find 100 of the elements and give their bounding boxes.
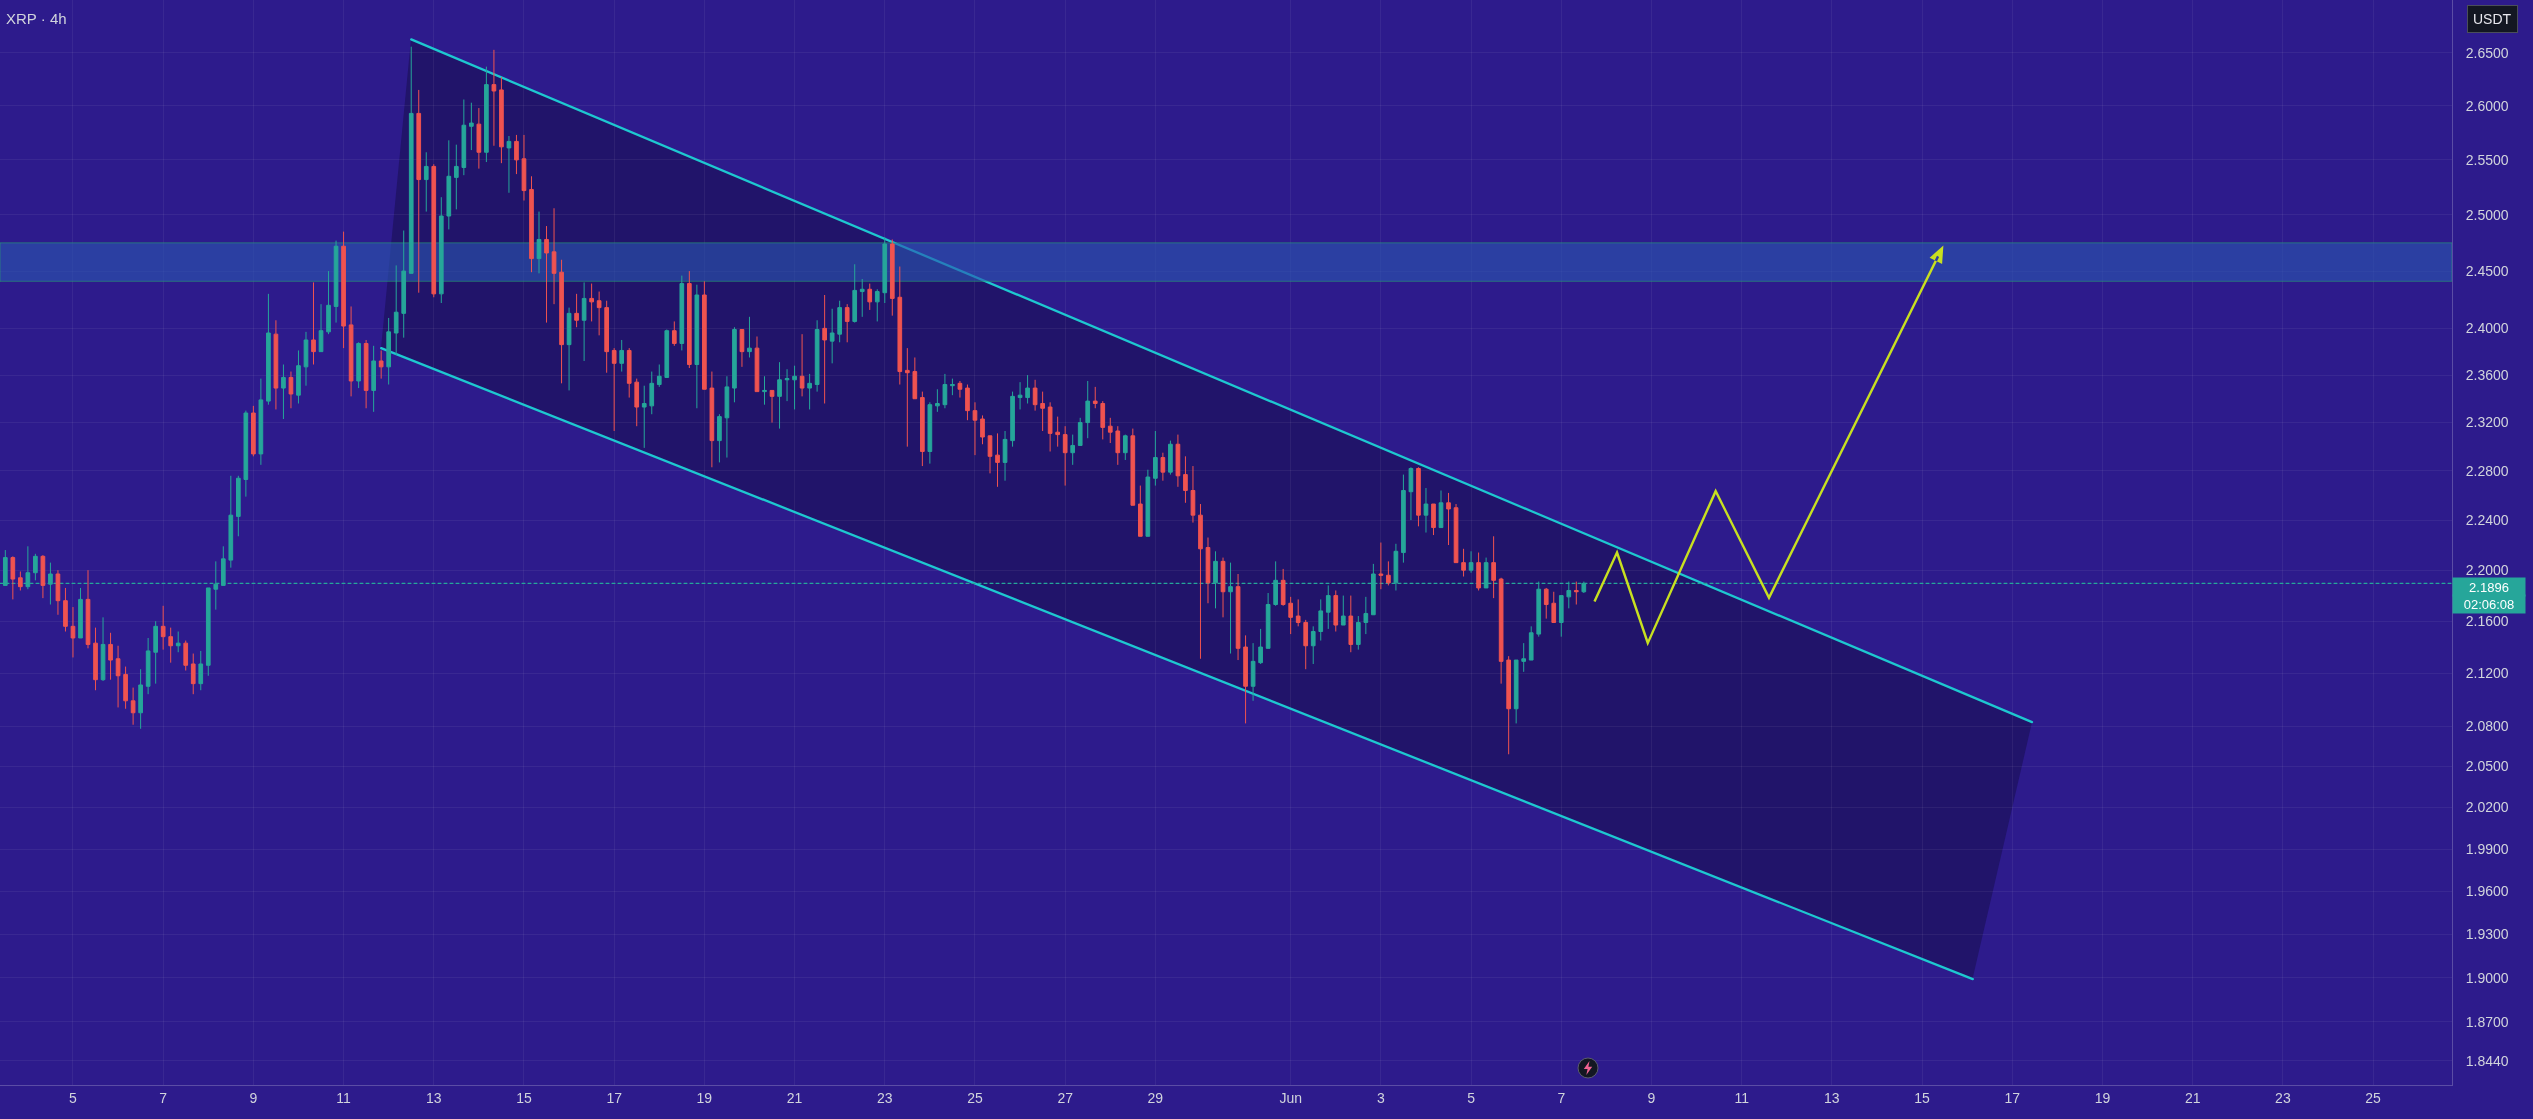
y-tick-label: 2.6000: [2465, 97, 2509, 114]
candlestick: [882, 236, 888, 304]
y-tick-label: 2.2800: [2465, 462, 2509, 479]
candlestick: [18, 570, 23, 591]
text: 02:06:08: [2463, 596, 2515, 612]
candlestick: [145, 637, 151, 695]
candlestick: [995, 432, 1000, 488]
candlestick: [844, 303, 850, 343]
candlestick: [912, 356, 918, 400]
candlestick: [694, 284, 700, 409]
y-tick-label: 2.0200: [2465, 799, 2509, 816]
candlestick: [1431, 503, 1436, 536]
candlestick: [1348, 595, 1354, 653]
candlestick: [1551, 591, 1557, 623]
candlestick: [619, 339, 625, 373]
candlestick: [243, 410, 249, 498]
candlestick: [341, 231, 346, 349]
candlestick: [296, 349, 301, 404]
candlestick: [1145, 469, 1151, 537]
candlestick: [867, 283, 873, 311]
candlestick: [1002, 430, 1008, 482]
candlestick: [777, 361, 782, 430]
candlestick: [634, 378, 640, 427]
candlestick: [529, 175, 534, 273]
candlestick: [416, 89, 422, 294]
candlestick: [228, 475, 234, 569]
candlestick: [63, 587, 68, 632]
candlestick: [70, 606, 76, 658]
x-tick-label: 17: [2004, 1089, 2021, 1106]
candlestick: [1491, 535, 1496, 599]
candlestick: [762, 375, 767, 406]
candlestick: [799, 333, 805, 397]
candlestick: [927, 401, 933, 465]
y-tick-label: 2.2000: [2465, 562, 2509, 579]
candlestick: [168, 627, 174, 664]
y-tick-label: 2.5000: [2465, 206, 2509, 223]
candlestick: [1243, 634, 1248, 724]
candlestick: [1168, 440, 1173, 476]
candlestick: [115, 645, 121, 708]
candlestick: [1258, 628, 1263, 665]
candlestick: [739, 329, 745, 368]
candlestick: [461, 99, 467, 176]
x-tick-label: 21: [786, 1089, 803, 1106]
candlestick: [1032, 379, 1038, 412]
candlestick: [85, 569, 91, 649]
candlestick: [326, 270, 331, 335]
candlestick: [904, 347, 910, 448]
x-tick-label: 7: [1557, 1089, 1566, 1106]
candlestick: [889, 238, 895, 317]
candlestick: [1047, 401, 1053, 452]
candlestick: [747, 316, 752, 358]
candlestick: [303, 331, 309, 387]
candlestick: [1438, 490, 1444, 529]
candlestick: [266, 293, 271, 406]
candlestick: [160, 605, 166, 651]
candlestick: [1446, 492, 1451, 546]
candlestick: [807, 373, 812, 410]
y-tick-label: 2.4500: [2465, 262, 2509, 279]
candlestick: [356, 341, 361, 389]
y-tick-label: 1.9900: [2465, 840, 2509, 857]
candlestick: [108, 632, 113, 681]
candlestick: [1461, 548, 1466, 578]
candlestick: [784, 368, 790, 402]
candlestick: [123, 666, 128, 710]
candlestick: [822, 294, 827, 404]
candlestick: [1543, 587, 1549, 620]
candlestick: [1107, 417, 1113, 444]
candlestick: [1378, 542, 1384, 590]
candlestick: [78, 587, 83, 639]
candlestick: [198, 650, 204, 691]
x-tick-label: 13: [1824, 1089, 1840, 1106]
candlestick: [581, 281, 587, 362]
x-tick-label: 13: [425, 1089, 442, 1106]
candlestick: [1521, 642, 1527, 673]
candlestick: [491, 49, 497, 147]
candlestick: [251, 405, 256, 457]
candlestick: [1340, 595, 1346, 626]
candlestick: [641, 385, 647, 449]
x-tick-label: 19: [2094, 1089, 2111, 1106]
candlestick: [874, 288, 880, 322]
candlestick: [942, 373, 948, 409]
x-tick-label: 17: [606, 1089, 623, 1106]
candlestick: [626, 347, 632, 399]
candlestick: [521, 134, 527, 202]
candlestick: [859, 278, 865, 318]
x-tick-label: 19: [696, 1089, 713, 1106]
candlestick: [702, 280, 707, 390]
x-tick-label: 23: [2275, 1089, 2291, 1106]
candlestick: [318, 303, 324, 353]
candlestick: [1386, 560, 1391, 586]
x-tick-label: 7: [159, 1089, 168, 1106]
candlestick: [1401, 474, 1406, 564]
candlestick: [1453, 503, 1459, 564]
y-tick-label: 2.3200: [2465, 414, 2509, 431]
candlestick: [589, 283, 594, 322]
candlestick: [1333, 589, 1339, 632]
y-tick-label: 2.5500: [2465, 151, 2509, 168]
candlestick: [190, 653, 196, 695]
candlestick: [1025, 374, 1030, 404]
candlestick: [236, 475, 241, 537]
